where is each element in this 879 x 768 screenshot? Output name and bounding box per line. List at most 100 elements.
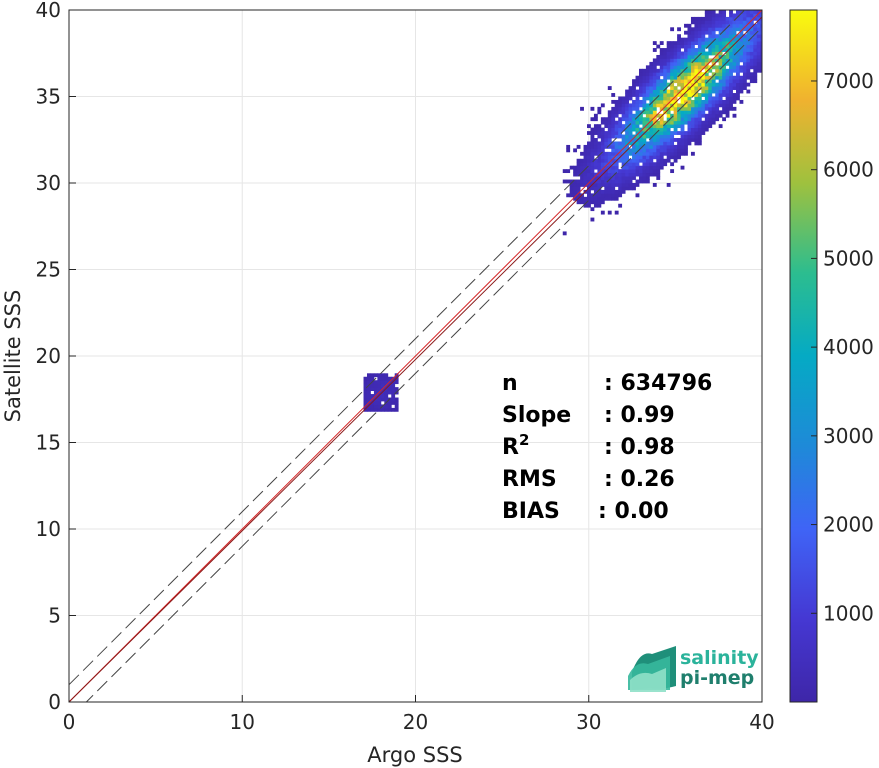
heatmap-cell <box>666 127 671 132</box>
heatmap-cell <box>753 37 758 42</box>
heatmap-cell <box>663 82 668 87</box>
heatmap-cell <box>656 158 661 163</box>
heatmap-cell <box>656 141 661 146</box>
heatmap-cell <box>687 75 692 80</box>
heatmap-cell <box>587 141 591 146</box>
heatmap-cell <box>652 72 657 77</box>
heatmap-cell <box>725 75 730 80</box>
heatmap-cell <box>597 186 602 191</box>
heatmap-cell <box>593 193 598 198</box>
heatmap-cell <box>597 124 602 129</box>
heatmap-cell <box>711 75 716 80</box>
heatmap-cell <box>736 79 740 84</box>
heatmap-cell <box>756 10 761 14</box>
heatmap-cell <box>666 89 671 94</box>
heatmap-cell <box>597 155 602 160</box>
heatmap-cell <box>670 155 675 160</box>
heatmap-cell <box>701 75 706 80</box>
heatmap-cell <box>618 158 623 163</box>
heatmap-cell <box>715 41 720 45</box>
heatmap-cell <box>732 13 737 18</box>
heatmap-cell <box>604 131 609 135</box>
heatmap-cell <box>566 169 571 174</box>
heatmap-cell <box>673 68 678 73</box>
heatmap-cell <box>756 48 761 52</box>
heatmap-cell <box>566 144 571 149</box>
heatmap-cell <box>642 162 647 167</box>
heatmap-cell <box>628 172 633 177</box>
heatmap-cell <box>621 127 626 132</box>
heatmap-cell <box>680 51 685 56</box>
heatmap-cell <box>756 13 761 18</box>
heatmap-cell <box>677 93 681 97</box>
heatmap-cell <box>753 72 758 77</box>
heatmap-cell <box>600 169 605 174</box>
heatmap-cell <box>645 148 650 153</box>
heatmap-cell <box>684 131 688 135</box>
heatmap-cell <box>632 169 636 174</box>
heatmap-cell <box>652 68 657 73</box>
heatmap-cell <box>732 34 737 39</box>
heatmap-cell <box>760 41 762 45</box>
heatmap-cell <box>701 93 706 97</box>
heatmap-cell <box>625 141 629 146</box>
heatmap-cell <box>742 44 747 49</box>
heatmap-cell <box>680 44 685 49</box>
heatmap-cell <box>587 176 591 180</box>
heatmap-cell <box>715 68 720 73</box>
heatmap-cell <box>677 151 681 156</box>
heatmap-cell <box>590 151 595 156</box>
heatmap-cell <box>621 162 626 167</box>
heatmap-cell <box>718 51 723 56</box>
heatmap-cell <box>684 144 688 149</box>
heatmap-cell <box>642 158 647 163</box>
heatmap-cell <box>645 89 650 94</box>
heatmap-cell <box>666 93 671 97</box>
heatmap-cell <box>611 134 616 139</box>
stat-value: : 634796 <box>604 371 712 396</box>
heatmap-cell <box>604 155 609 160</box>
heatmap-cell <box>673 138 678 142</box>
heatmap-cell <box>628 110 633 115</box>
heatmap-cell <box>711 34 716 39</box>
heatmap-cell <box>607 86 612 90</box>
heatmap-cell <box>600 103 605 108</box>
heatmap-cell <box>708 65 713 70</box>
heatmap-cell <box>363 387 368 391</box>
heatmap-cell <box>680 151 685 156</box>
heatmap-cell <box>670 44 675 49</box>
heatmap-cell <box>694 141 699 146</box>
heatmap-cell <box>611 99 616 104</box>
heatmap-cell <box>697 20 702 25</box>
heatmap-cell <box>649 138 654 142</box>
heatmap-cell <box>642 79 647 84</box>
heatmap-cell <box>708 48 713 52</box>
heatmap-cell <box>694 110 699 115</box>
heatmap-cell <box>583 162 588 167</box>
heatmap-cell <box>670 58 675 63</box>
heatmap-cell <box>718 41 723 45</box>
heatmap-cell <box>649 162 654 167</box>
heatmap-cell <box>670 131 675 135</box>
y-tick-label: 5 <box>48 604 61 628</box>
heatmap-cell <box>649 117 654 122</box>
heatmap-cell <box>701 37 706 42</box>
heatmap-cell <box>580 179 584 184</box>
heatmap-cell <box>656 54 661 59</box>
heatmap-cell <box>670 169 675 174</box>
heatmap-cell <box>597 148 602 153</box>
heatmap-cell <box>680 127 685 132</box>
heatmap-cell <box>687 131 692 135</box>
heatmap-cell <box>659 96 664 101</box>
heatmap-cell <box>604 196 609 201</box>
heatmap-cell <box>760 44 762 49</box>
heatmap-cell <box>715 89 720 94</box>
heatmap-cell <box>684 82 688 87</box>
heatmap-cell <box>618 131 623 135</box>
heatmap-cell <box>621 144 626 149</box>
heatmap-cell <box>659 144 664 149</box>
heatmap-cell <box>659 151 664 156</box>
heatmap-cell <box>611 172 616 177</box>
heatmap-cell <box>701 20 706 25</box>
heatmap-cell <box>587 193 591 198</box>
